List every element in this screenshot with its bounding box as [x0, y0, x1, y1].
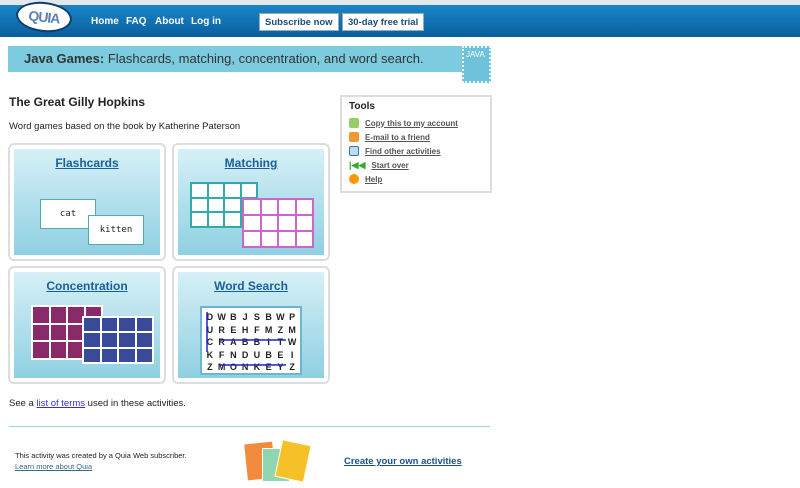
word-search-letter: Z — [289, 362, 295, 372]
tile-flashcards[interactable]: Flashcards cat kitten — [8, 143, 166, 261]
find-link[interactable]: Find other activities — [365, 146, 441, 156]
word-search-letter: U — [253, 349, 261, 360]
banner: Java Games: Flashcards, matching, concen… — [8, 46, 490, 72]
search-icon — [349, 146, 359, 156]
word-search-letter: P — [289, 312, 296, 322]
email-icon — [349, 132, 359, 142]
copy-link[interactable]: Copy this to my account — [365, 118, 458, 128]
nav-login[interactable]: Log in — [191, 16, 221, 27]
word-search-letter: B — [241, 337, 249, 347]
word-search-letter: K — [253, 362, 261, 372]
word-search-letter: M — [217, 362, 226, 372]
tile-concentration[interactable]: Concentration — [8, 266, 166, 384]
start-over-link[interactable]: Start over — [371, 160, 409, 170]
rewind-icon: |◀◀ — [349, 159, 366, 170]
quia-logo[interactable]: QUIA — [14, 0, 74, 35]
page-subtitle: Word games based on the book by Katherin… — [9, 121, 241, 132]
tools-title: Tools — [349, 101, 375, 112]
word-search-letter: M — [264, 324, 273, 335]
word-search-link[interactable]: Word Search — [214, 279, 288, 293]
word-search-letter: E — [277, 349, 284, 360]
word-search-letter: D — [241, 349, 249, 360]
word-search-letter: E — [230, 324, 237, 335]
word-search-letter: W — [217, 312, 226, 322]
word-search-letter: E — [265, 362, 272, 372]
word-search-letter: S — [253, 312, 260, 322]
terms-text: See a list of terms used in these activi… — [9, 398, 186, 409]
word-search-letter: K — [206, 349, 214, 360]
word-search-letter: W — [287, 337, 297, 347]
word-search-letter: N — [230, 349, 237, 360]
word-search-letter: I — [290, 349, 294, 360]
created-by-text: This activity was created by a Quia Web … — [15, 451, 187, 460]
flashcard-back: kitten — [88, 215, 144, 245]
banner-bold: Java Games: — [24, 51, 105, 66]
word-search-letter: R — [218, 324, 225, 335]
tool-find[interactable]: Find other activities — [349, 144, 483, 158]
free-trial-button[interactable]: 30-day free trial — [342, 13, 425, 31]
java-icon: JAVA — [462, 46, 491, 83]
word-search-letter: Y — [277, 362, 284, 372]
tool-email[interactable]: E-mail to a friend — [349, 130, 483, 144]
matching-grid-1 — [190, 182, 258, 228]
word-search-letter: R — [218, 337, 225, 347]
nav-faq[interactable]: FAQ — [126, 16, 147, 27]
word-search-letter: B — [253, 337, 261, 347]
word-search-letter: J — [242, 312, 248, 322]
learn-more-link[interactable]: Learn more about Quia — [15, 462, 93, 471]
list-of-terms-link[interactable]: list of terms — [36, 398, 86, 409]
top-nav-bar: QUIA Home FAQ About Log in Subscribe now… — [0, 0, 800, 37]
page-title: The Great Gilly Hopkins — [9, 95, 146, 109]
word-search-letter: B — [265, 312, 272, 322]
word-search-letter: D — [206, 312, 214, 322]
word-search-letter: W — [276, 312, 285, 322]
copy-icon — [349, 118, 359, 128]
word-search-letter: I — [267, 337, 270, 347]
tool-start-over[interactable]: |◀◀ Start over — [349, 158, 483, 172]
terms-pre: See a — [9, 398, 37, 409]
banner-text: Flashcards, matching, concentration, and… — [104, 51, 424, 66]
word-search-letter: H — [241, 324, 249, 335]
activity-cards-illustration — [244, 439, 314, 484]
create-activities-link[interactable]: Create your own activities — [344, 456, 462, 467]
concentration-grid-2 — [82, 316, 154, 364]
word-search-letter: O — [229, 362, 237, 372]
help-icon — [349, 174, 359, 184]
tile-matching[interactable]: Matching — [172, 143, 330, 261]
flashcard-front: cat — [40, 199, 96, 229]
word-search-letter: A — [230, 337, 237, 347]
tools-panel: Tools Copy this to my account E-mail to … — [340, 95, 492, 193]
matching-link[interactable]: Matching — [224, 156, 278, 170]
divider — [9, 426, 490, 427]
matching-grid-2 — [242, 198, 314, 248]
word-search-letter: C — [206, 337, 214, 347]
word-search-letter: Z — [277, 324, 284, 335]
word-search-letter: M — [288, 324, 296, 335]
help-link[interactable]: Help — [365, 174, 383, 184]
subscribe-button[interactable]: Subscribe now — [259, 13, 339, 31]
word-search-letter: N — [241, 362, 249, 372]
word-search-letter: B — [230, 312, 237, 322]
tool-copy[interactable]: Copy this to my account — [349, 116, 483, 130]
word-search-strike-lines — [206, 312, 286, 366]
nav-about[interactable]: About — [155, 16, 184, 27]
flashcards-link[interactable]: Flashcards — [55, 156, 119, 170]
word-search-letter: T — [277, 337, 284, 347]
word-search-letter: Z — [207, 362, 213, 372]
word-search-letter: F — [254, 324, 260, 335]
terms-post: used in these activities. — [85, 398, 186, 409]
nav-home[interactable]: Home — [91, 16, 119, 27]
concentration-link[interactable]: Concentration — [46, 279, 128, 293]
email-link[interactable]: E-mail to a friend — [365, 132, 430, 142]
footer-info: This activity was created by a Quia Web … — [15, 451, 187, 471]
word-search-letter: B — [265, 349, 272, 360]
word-search-letter: U — [206, 324, 214, 335]
word-search-letter: F — [218, 349, 225, 360]
tool-help[interactable]: Help — [349, 172, 483, 186]
